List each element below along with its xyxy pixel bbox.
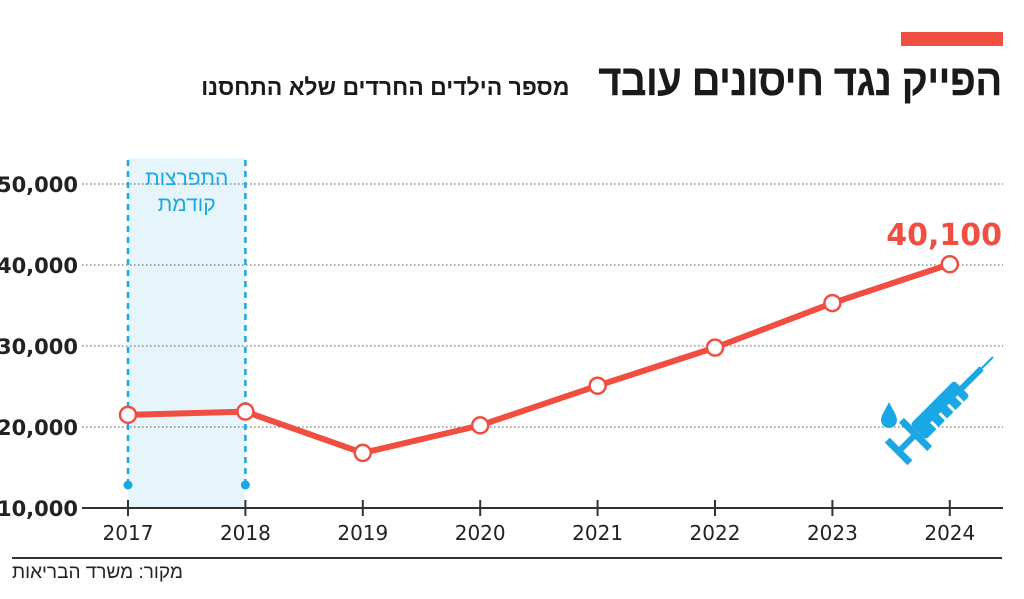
x-tick-label: 2021 xyxy=(572,521,623,545)
annotation-label-line1: התפרצות xyxy=(145,167,228,190)
data-label-2024: 40,100 xyxy=(886,218,1002,253)
y-tick-label: 40,000 xyxy=(0,254,78,278)
syringe-icon xyxy=(884,356,994,466)
x-tick-label: 2017 xyxy=(103,521,154,545)
data-point-2022 xyxy=(705,338,725,357)
outbreak-boundary-dot xyxy=(240,480,250,490)
data-point-2024 xyxy=(940,254,960,274)
y-tick-label: 10,000 xyxy=(0,497,78,521)
x-tick-label: 2020 xyxy=(455,521,506,545)
x-tick-label: 2022 xyxy=(690,521,741,545)
source-note: מקור: משרד הבריאות xyxy=(12,562,183,583)
y-tick-label: 20,000 xyxy=(0,416,78,440)
x-tick-label: 2024 xyxy=(924,521,975,545)
data-point-2020 xyxy=(470,416,490,435)
outbreak-boundary-dot xyxy=(123,480,133,490)
x-tick-label: 2019 xyxy=(337,521,388,545)
chart-title: הפייק נגד חיסונים עובד xyxy=(598,56,1002,105)
footer-rule xyxy=(12,557,1002,559)
x-tick-label: 2023 xyxy=(807,521,858,545)
header: הפייק נגד חיסונים עובד מספר הילדים החרדי… xyxy=(201,56,1003,106)
y-tick-label: 50,000 xyxy=(0,173,78,197)
data-point-2018 xyxy=(236,402,255,421)
accent-bar xyxy=(901,32,1003,46)
y-tick-label: 30,000 xyxy=(0,335,78,359)
outbreak-shaded-region xyxy=(128,158,246,508)
data-point-2021 xyxy=(588,376,607,395)
x-tick-label: 2018 xyxy=(220,521,271,545)
drop-icon xyxy=(881,402,897,428)
chart-subtitle: מספר הילדים החרדים שלא התחסנו xyxy=(201,74,570,100)
data-point-2019 xyxy=(353,443,373,463)
data-point-2017 xyxy=(118,405,138,425)
data-point-2023 xyxy=(823,293,842,313)
annotation-label-line2: קודמת xyxy=(158,193,216,216)
series-line xyxy=(127,261,951,456)
